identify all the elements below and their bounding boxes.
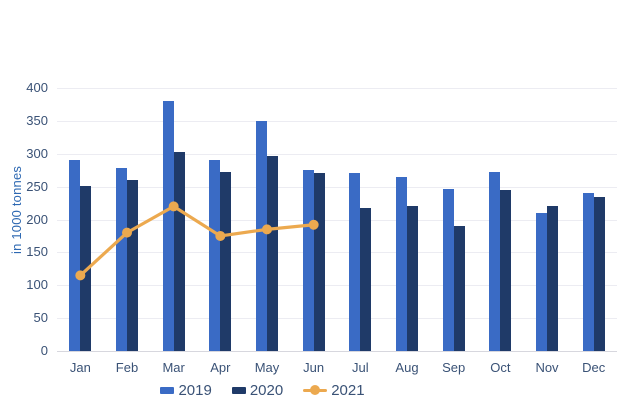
bar-2019-Aug[interactable] [396,176,407,351]
bar-2019-Nov[interactable] [536,212,547,351]
y-tick-label-350: 350 [26,112,48,128]
grid-line-400 [57,88,617,89]
legend-item-2020[interactable]: 2020 [231,381,284,399]
legend-swatch-2021 [303,385,328,395]
bar-2020-May[interactable] [267,155,278,351]
x-tick-label-aug: Aug [395,360,419,375]
grid-line-200 [57,219,617,221]
legend-item-2021[interactable]: 2021 [303,381,365,399]
data-point-2021-Apr[interactable] [215,230,226,241]
legend-item-2019[interactable]: 2019 [160,381,212,399]
x-tick-label-jun: Jun [303,360,325,375]
legend-swatch-dot [310,385,321,395]
legend-label-2020: 2020 [249,381,284,399]
bar-2019-Apr[interactable] [209,160,221,351]
data-point-2021-Jan[interactable] [75,270,86,281]
x-tick-label-sep: Sep [442,360,466,375]
y-tick-label-150: 150 [26,244,48,260]
bar-2020-Feb[interactable] [127,180,138,351]
bar-2020-Mar[interactable] [173,152,185,351]
x-tick-label-feb: Feb [115,360,139,375]
grid-line-150 [57,252,617,254]
line-series-2021 [75,201,319,281]
data-point-2021-Jun[interactable] [308,219,319,230]
x-tick-label-apr: Apr [210,360,231,375]
bar-2019-Oct[interactable] [489,171,501,351]
line-path-2021 [78,204,316,277]
x-tick-label-jan: Jan [69,360,91,375]
bar-2019-Dec[interactable] [582,193,594,351]
bar-2019-Jan[interactable] [69,160,81,351]
bar-2020-Jun[interactable] [313,173,325,351]
y-tick-label-300: 300 [26,145,48,161]
x-tick-label-nov: Nov [535,360,559,375]
legend-swatch-2020 [231,386,246,394]
y-tick-label-200: 200 [26,211,48,227]
x-axis-line [57,351,617,352]
grid-line-350 [57,120,617,122]
bar-2020-Apr[interactable] [220,171,232,351]
legend-label-2019: 2019 [178,381,212,399]
plot-area [57,88,617,352]
x-tick-label-oct: Oct [490,360,511,375]
x-tick-label-jul: Jul [352,360,369,375]
bar-2020-Nov[interactable] [547,206,558,351]
x-tick-label-dec: Dec [582,360,606,375]
y-tick-label-100: 100 [26,277,48,293]
bar-2020-Aug[interactable] [407,206,418,351]
legend-swatch-2019 [160,386,175,394]
data-point-2021-Mar[interactable] [168,201,179,212]
x-tick-label-mar: Mar [162,360,185,375]
bar-2020-Sep[interactable] [453,226,465,351]
y-tick-label-0: 0 [40,343,48,358]
y-tick-label-250: 250 [26,178,48,194]
grid-line-300 [57,153,617,155]
bar-2019-Sep[interactable] [442,188,454,351]
bar-2020-Jul[interactable] [360,207,372,351]
data-point-2021-Feb[interactable] [122,227,132,238]
data-point-2021-May[interactable] [262,224,272,235]
bar-2019-Jul[interactable] [349,173,361,351]
bar-2020-Oct[interactable] [500,189,512,351]
bar-2019-Feb[interactable] [116,168,127,351]
grid-line-50 [57,318,617,320]
y-tick-label-400: 400 [26,80,48,95]
legend: 2019 2020 2021 [0,379,525,401]
grid-line-250 [57,186,617,188]
y-tick-label-50: 50 [33,310,48,326]
bar-2020-Dec[interactable] [593,196,605,351]
bar-2019-Jun[interactable] [302,170,314,351]
legend-label-2021: 2021 [331,381,365,399]
x-tick-label-may: May [254,360,280,375]
grid-line-100 [57,285,617,287]
bar-2019-Mar[interactable] [162,101,174,351]
bar-2019-May[interactable] [256,120,267,351]
